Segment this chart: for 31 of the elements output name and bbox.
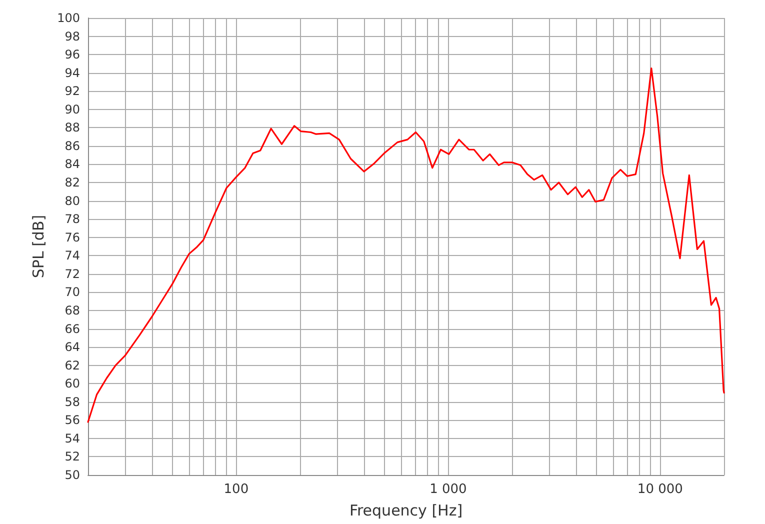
y-tick-label: 56	[64, 413, 80, 428]
y-tick-label: 92	[64, 84, 80, 98]
y-tick-label: 76	[64, 230, 80, 244]
y-tick-label: 98	[64, 29, 80, 44]
y-tick-label: 62	[64, 358, 80, 372]
y-tick-label: 58	[64, 394, 80, 409]
y-tick-label: 86	[64, 138, 80, 153]
x-tick-label: 100	[224, 482, 249, 497]
y-tick-label: 64	[64, 340, 80, 354]
y-tick-label: 84	[64, 157, 80, 172]
x-tick-label: 1 000	[430, 482, 467, 497]
y-tick-label: 52	[64, 450, 80, 464]
y-tick-label: 54	[64, 431, 80, 446]
y-tick-label: 96	[64, 48, 80, 62]
y-tick-label: 88	[64, 120, 80, 135]
y-tick-label: 100	[57, 11, 80, 25]
y-tick-label: 94	[64, 66, 80, 80]
y-tick-label: 82	[64, 176, 80, 190]
y-tick-label: 66	[64, 322, 80, 336]
y-tick-label: 70	[64, 285, 80, 300]
y-tick-label: 90	[64, 102, 80, 116]
y-tick-label: 68	[64, 303, 80, 318]
y-tick-label: 60	[64, 376, 80, 391]
x-tick-label: 10 000	[637, 482, 683, 497]
y-tick-label: 50	[64, 468, 80, 482]
x-axis-title: Frequency [Hz]	[349, 502, 463, 520]
y-tick-label: 74	[64, 248, 80, 263]
y-tick-label: 72	[64, 266, 80, 281]
y-axis-title: SPL [dB]	[30, 214, 48, 278]
y-tick-label: 80	[64, 194, 80, 208]
y-tick-label: 78	[64, 212, 80, 226]
